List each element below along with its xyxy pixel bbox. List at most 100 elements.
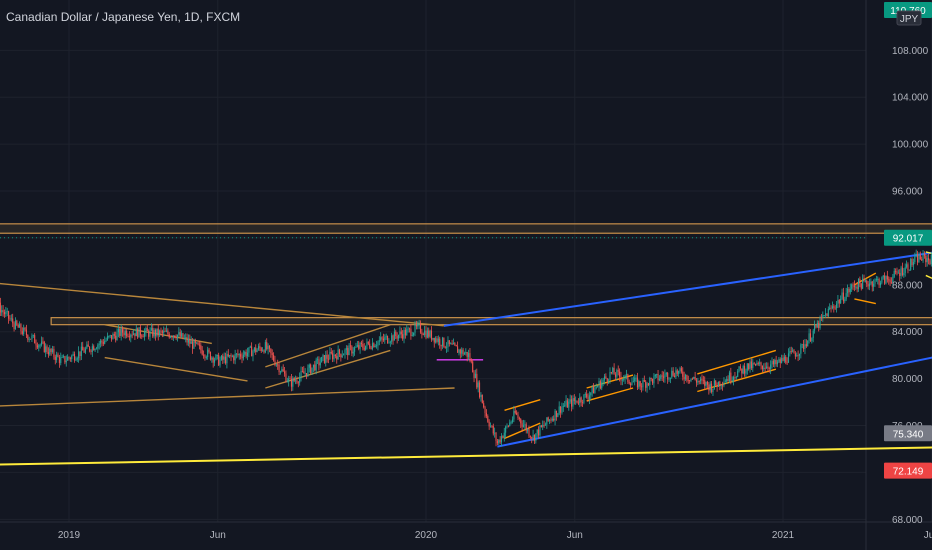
candle-body [592,386,595,394]
candle-body [875,279,877,281]
candle-body [126,330,128,337]
currency-badge-box [896,10,922,26]
candle-body [470,360,472,362]
candle-body [410,328,412,336]
candle-body [639,381,641,387]
candle-body [91,346,93,352]
candle-body [577,402,579,404]
candle-body [128,336,130,338]
price-tag-label: 72.149 [893,467,924,478]
candle-body [201,349,203,355]
candle-body [359,342,361,349]
candle-body [27,335,29,340]
candle-body [345,348,347,350]
candle-body [484,407,486,413]
candle-body [524,424,526,426]
candle-body [900,267,902,276]
candle-body [141,335,143,337]
candle-body [772,360,774,365]
candle-body [315,359,317,371]
candle-body [57,354,59,357]
candle-body [645,381,647,388]
candle-body [851,284,853,289]
candle-body [109,335,111,337]
candle-body [209,352,211,360]
candle-body [897,272,899,274]
candle-body [796,355,798,357]
candle-body [603,376,606,380]
candle-body [892,276,894,283]
candle-body [667,372,669,380]
candle-body [820,317,822,319]
candle-body [1,310,3,313]
candle-body [2,310,4,313]
candle-body [867,283,869,287]
candle-body [148,331,150,337]
candle-body [665,372,667,375]
candle-body [358,345,360,349]
grid-lines [0,0,932,522]
candle-body [568,401,570,408]
candle-body [113,334,115,336]
candle-body [264,342,266,353]
candle-body [465,351,467,354]
price-tag-label: 92.017 [893,234,924,245]
candle-body [542,424,544,427]
candle-body [146,327,148,332]
candle-body [789,351,791,354]
candle-body [590,392,592,396]
candle-body [630,383,632,386]
candle-body [632,381,634,383]
candle-body [267,345,269,350]
x-tick-label: Jun [210,530,226,541]
candle-body [701,378,703,380]
candle-body [539,425,541,436]
candle-body [495,432,497,442]
candle-body [12,318,14,324]
candle-body [565,400,567,406]
candle-body [23,327,25,334]
candle-body [682,371,684,377]
candle-body [476,373,478,388]
candle-body [763,367,765,369]
candle-body [441,337,444,347]
candle-body [662,376,665,378]
candle-body [336,356,338,360]
candle-body [215,355,217,360]
candle-body [716,385,718,387]
candle-body [676,370,678,374]
candle-body [649,378,651,386]
candle-body [863,278,865,281]
candle-body [507,425,509,427]
candle-body [116,332,118,341]
candle-body [13,323,15,330]
candle-body [816,322,818,328]
candle-body [570,399,573,407]
candle-body [664,374,666,378]
candle-body [673,375,676,377]
candle-body [538,429,540,436]
candle-body [454,342,456,346]
candle-body [82,346,84,351]
candle-body [213,359,216,363]
candle-body [8,311,10,319]
candle-body [727,379,729,382]
candle-body [642,380,644,388]
candle-body [719,381,721,387]
candle-body [776,361,779,365]
candle-body [554,410,556,421]
candle-body [638,381,640,388]
candle-body [260,348,262,352]
candle-body [111,335,113,340]
candle-body [641,386,643,388]
candle-body [695,379,698,383]
candle-body [543,424,545,426]
candle-body [503,432,505,438]
candle-body [520,418,522,424]
candle-body [717,381,720,387]
candle-body [625,374,628,376]
candle-body [87,344,89,347]
candle-body [702,379,704,381]
candle-body [452,342,455,345]
